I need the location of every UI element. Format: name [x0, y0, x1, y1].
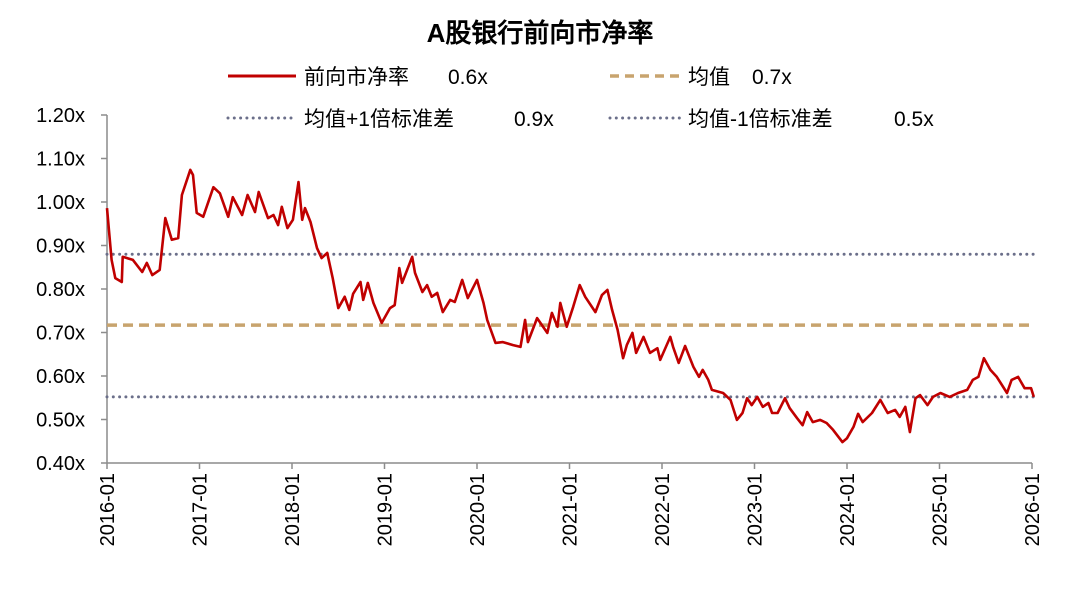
legend: 前向市净率 0.6x 均值 0.7x 均值+1倍标准差 0.9x 均值-1倍标准… [226, 66, 934, 131]
x-tick-label: 2019-01 [375, 473, 397, 546]
y-tick-label: 0.80x [36, 279, 85, 301]
legend-label-plus1sd: 均值+1倍标准差 [304, 108, 454, 131]
legend-label-minus1sd: 均值-1倍标准差 [688, 108, 833, 131]
legend-value-plus1sd: 0.9x [514, 108, 554, 131]
x-tick-label: 2023-01 [745, 473, 767, 546]
x-tick-label: 2018-01 [282, 473, 304, 546]
y-tick-label: 0.90x [36, 236, 85, 258]
x-tick-label: 2017-01 [190, 473, 212, 546]
y-tick-label: 0.60x [36, 366, 85, 388]
axes: 0.40x 0.50x 0.60x 0.70x 0.80x 0.90x 1.00x 1.10x… [36, 105, 1044, 546]
y-tick-label: 1.00x [36, 192, 85, 214]
legend-label-mean: 均值 [688, 66, 730, 89]
chart-title: A股银行前向市净率 [427, 18, 654, 48]
y-tick-label: 0.50x [36, 410, 85, 432]
legend-value-mean: 0.7x [752, 66, 792, 89]
y-tick-label: 0.70x [36, 323, 85, 345]
x-tick-label: 2022-01 [652, 473, 674, 546]
x-tick-label: 2025-01 [930, 473, 952, 546]
y-tick-label: 1.20x [36, 105, 85, 127]
x-tick-label: 2020-01 [467, 473, 489, 546]
legend-label-pb: 前向市净率 [304, 66, 409, 89]
x-tick-label: 2024-01 [837, 473, 859, 546]
pb-series-line [105, 168, 1036, 444]
reference-lines [105, 252, 1037, 399]
legend-value-minus1sd: 0.5x [894, 108, 934, 131]
y-tick-label: 1.10x [36, 149, 85, 171]
series [105, 168, 1036, 444]
legend-value-pb: 0.6x [448, 66, 488, 89]
x-tick-label: 2021-01 [560, 473, 582, 546]
x-tick-label: 2026-01 [1022, 473, 1044, 546]
x-tick-label: 2016-01 [97, 473, 119, 546]
y-tick-label: 0.40x [36, 453, 85, 475]
